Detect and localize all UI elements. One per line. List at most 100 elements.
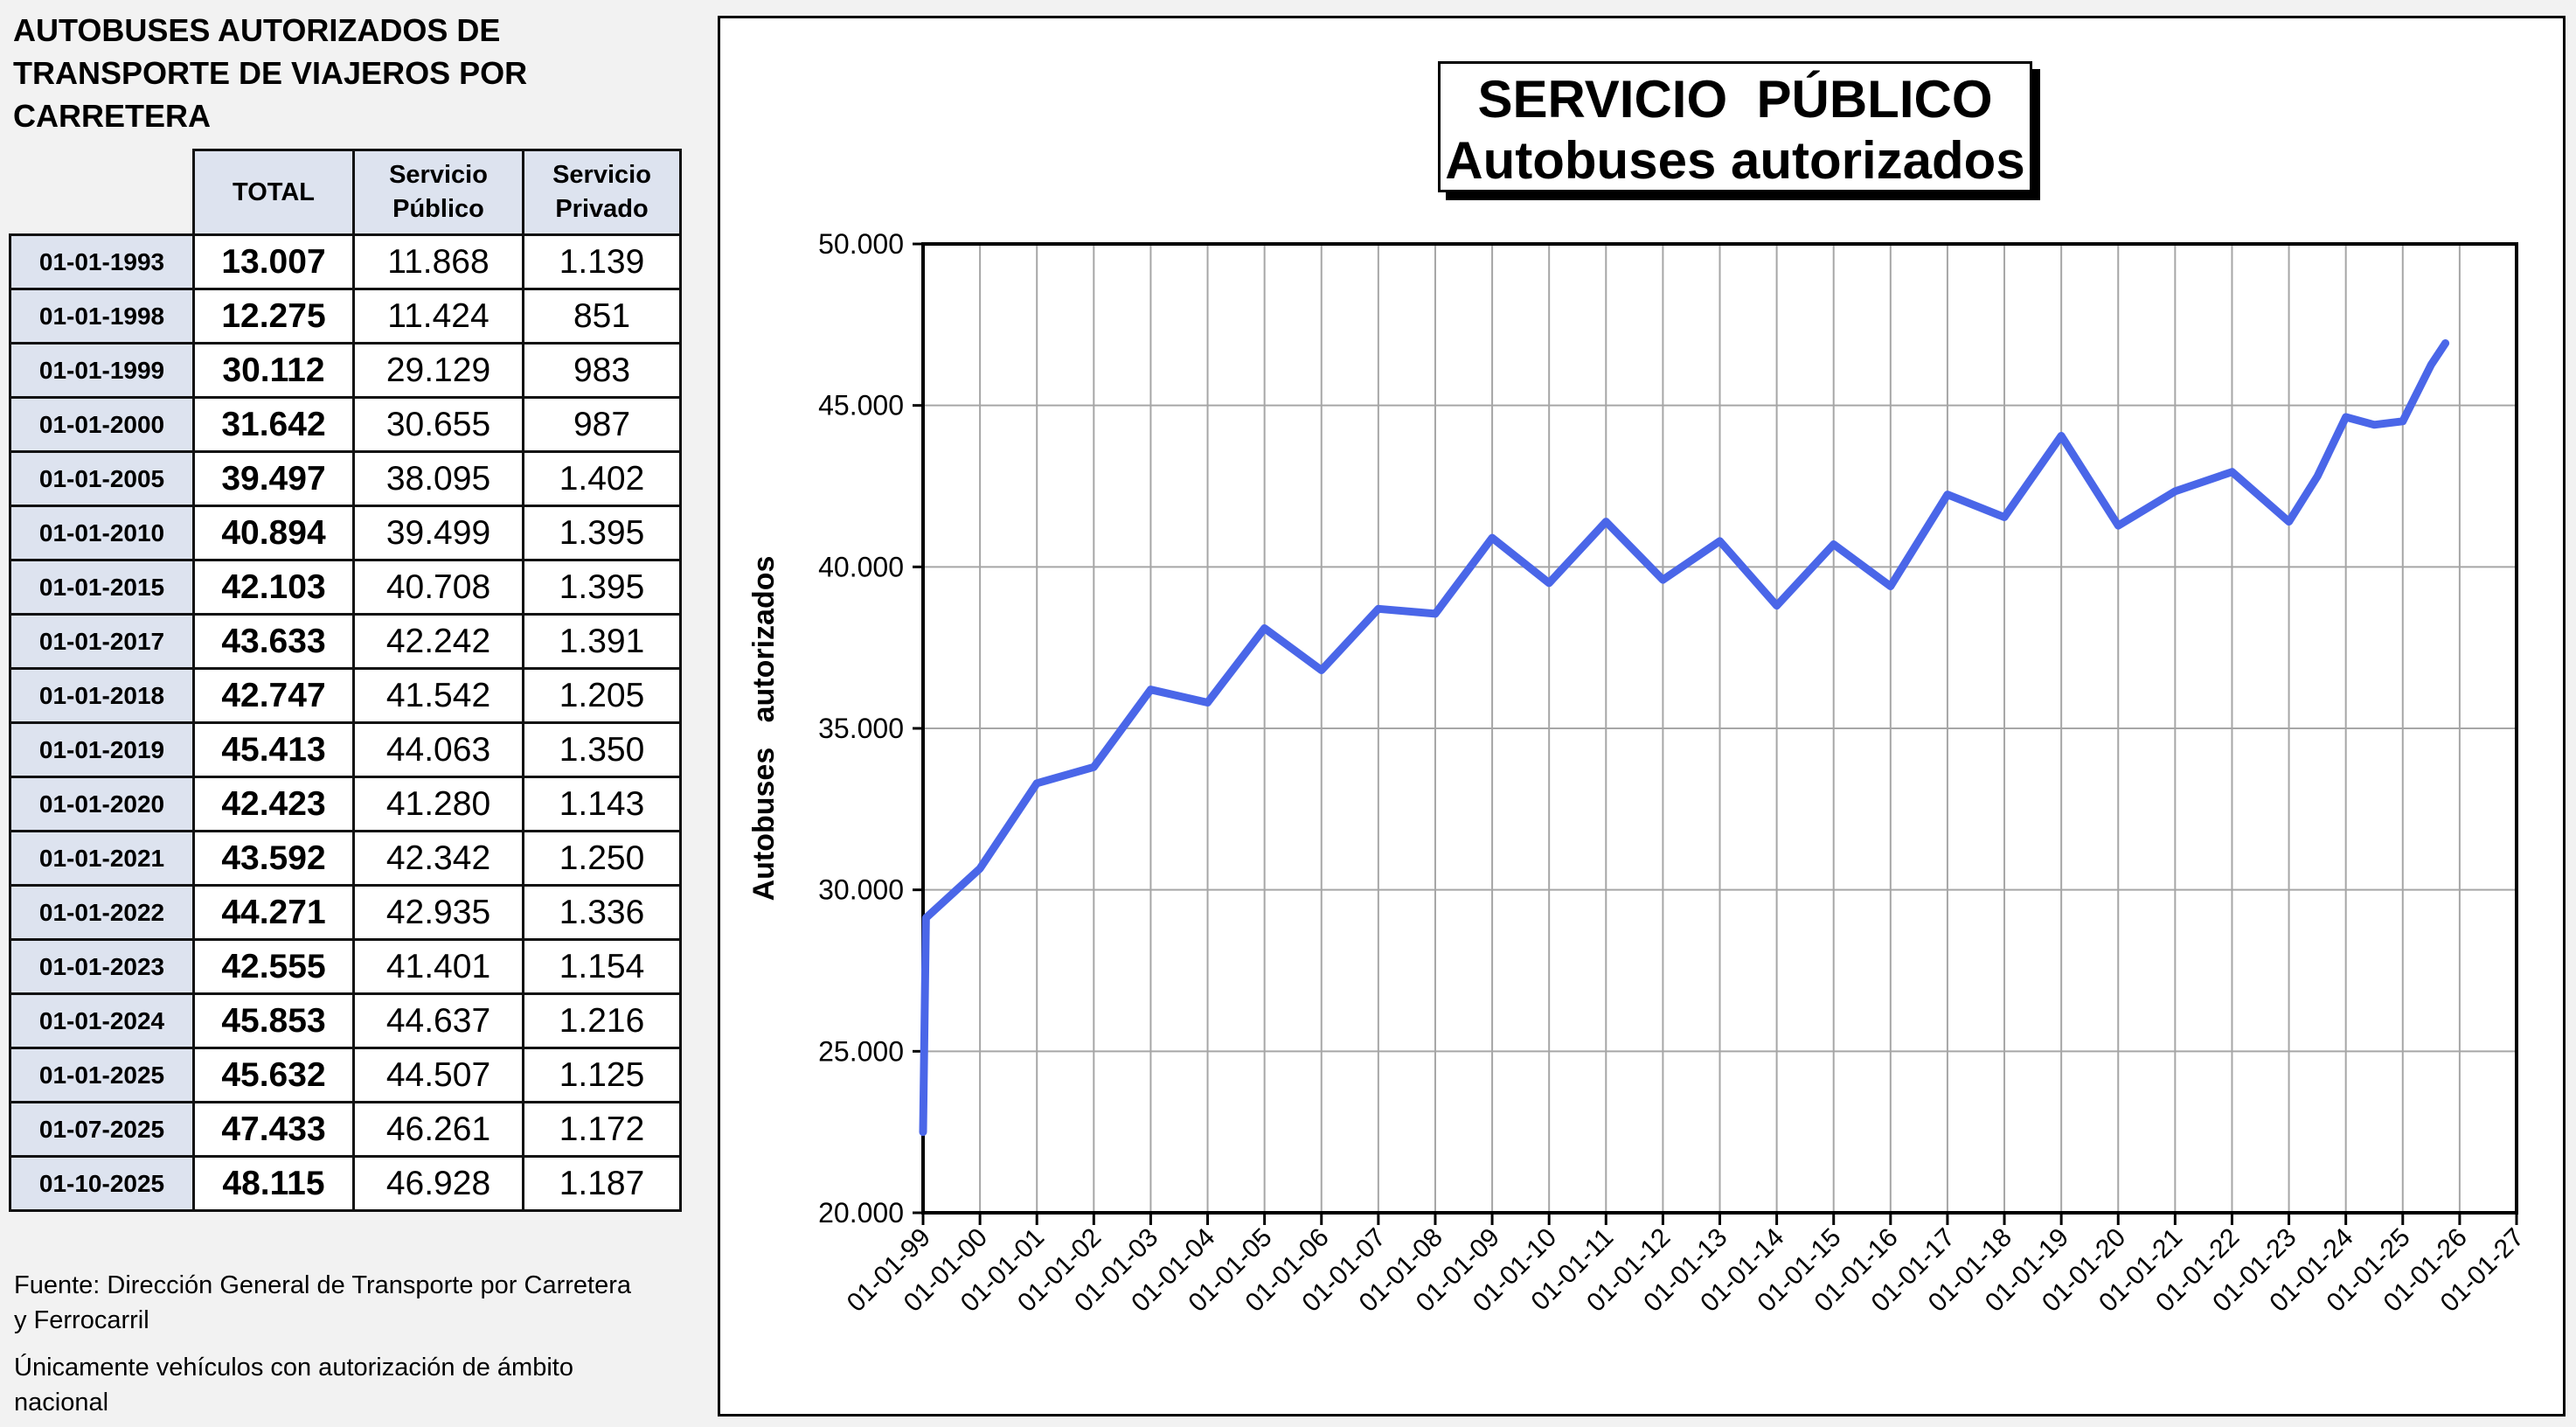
privado-cell: 1.402 — [522, 450, 682, 507]
total-cell: 43.592 — [192, 830, 355, 887]
y-tick-label: 50.000 — [818, 228, 904, 260]
total-cell: 43.633 — [192, 613, 355, 670]
privado-cell: 1.125 — [522, 1047, 682, 1103]
date-cell: 01-01-2019 — [9, 721, 195, 778]
publico-cell: 44.637 — [352, 992, 524, 1049]
date-cell: 01-01-2010 — [9, 505, 195, 561]
date-cell: 01-01-2024 — [9, 992, 195, 1049]
total-cell: 42.555 — [192, 938, 355, 995]
chart-title-line1: SERVICIO PÚBLICO — [1477, 70, 1993, 129]
publico-cell: 30.655 — [352, 396, 524, 453]
total-cell: 31.642 — [192, 396, 355, 453]
privado-cell: 1.139 — [522, 233, 682, 290]
table-row: 01-01-2022 44.271 42.935 1.336 — [9, 884, 682, 941]
total-cell: 45.632 — [192, 1047, 355, 1103]
privado-cell: 1.172 — [522, 1101, 682, 1158]
heading-line: TRANSPORTE DE VIAJEROS POR — [13, 55, 528, 91]
total-cell: 39.497 — [192, 450, 355, 507]
date-cell: 01-07-2025 — [9, 1101, 195, 1158]
publico-cell: 29.129 — [352, 342, 524, 399]
table-row: 01-01-1998 12.275 11.424 851 — [9, 288, 682, 345]
y-tick-label: 45.000 — [818, 390, 904, 421]
date-cell: 01-01-2000 — [9, 396, 195, 453]
publico-cell: 40.708 — [352, 559, 524, 616]
series-line — [919, 339, 2450, 1137]
total-cell: 42.747 — [192, 667, 355, 724]
privado-cell: 1.250 — [522, 830, 682, 887]
source-note: Fuente: Dirección General de Transporte … — [14, 1268, 696, 1338]
date-cell: 01-01-2021 — [9, 830, 195, 887]
header-total: TOTAL — [192, 149, 355, 236]
date-cell: 01-01-2022 — [9, 884, 195, 941]
total-cell: 12.275 — [192, 288, 355, 345]
privado-cell: 1.205 — [522, 667, 682, 724]
publico-cell: 41.280 — [352, 776, 524, 832]
total-cell: 48.115 — [192, 1155, 355, 1212]
table-row: 01-01-1999 30.112 29.129 983 — [9, 342, 682, 399]
chart-frame — [718, 16, 2566, 1417]
publico-cell: 46.928 — [352, 1155, 524, 1212]
date-cell: 01-10-2025 — [9, 1155, 195, 1212]
total-cell: 44.271 — [192, 884, 355, 941]
publico-cell: 41.542 — [352, 667, 524, 724]
table-row: 01-01-2015 42.103 40.708 1.395 — [9, 559, 682, 616]
privado-cell: 1.395 — [522, 505, 682, 561]
date-cell: 01-01-2005 — [9, 450, 195, 507]
header-total-label: TOTAL — [233, 178, 315, 206]
publico-cell: 44.063 — [352, 721, 524, 778]
date-cell: 01-01-2025 — [9, 1047, 195, 1103]
date-cell: 01-01-2023 — [9, 938, 195, 995]
table-heading: AUTOBUSES AUTORIZADOS DE TRANSPORTE DE V… — [13, 9, 686, 137]
table-row: 01-01-2021 43.592 42.342 1.250 — [9, 830, 682, 887]
heading-line: AUTOBUSES AUTORIZADOS DE — [13, 12, 501, 48]
total-cell: 40.894 — [192, 505, 355, 561]
privado-cell: 1.154 — [522, 938, 682, 995]
y-axis-label: Autobuses autorizados — [747, 556, 781, 901]
left-panel: AUTOBUSES AUTORIZADOS DE TRANSPORTE DE V… — [0, 0, 708, 1427]
source-note-line1: Fuente: Dirección General de Transporte … — [14, 1271, 632, 1299]
table-row: 01-01-1993 13.007 11.868 1.139 — [9, 233, 682, 290]
y-tick-label: 20.000 — [818, 1197, 904, 1229]
table-row: 01-10-2025 48.115 46.928 1.187 — [9, 1155, 682, 1212]
date-cell: 01-01-1998 — [9, 288, 195, 345]
date-cell: 01-01-2015 — [9, 559, 195, 616]
scope-note: Únicamente vehículos con autorización de… — [14, 1350, 696, 1420]
data-table: TOTAL Servicio Público Servicio Privado … — [9, 149, 682, 1212]
chart-title-box: SERVICIO PÚBLICO Autobuses autorizados — [1438, 61, 2032, 192]
total-cell: 45.853 — [192, 992, 355, 1049]
table-row: 01-01-2025 45.632 44.507 1.125 — [9, 1047, 682, 1103]
y-tick-label: 25.000 — [818, 1035, 904, 1067]
publico-cell: 11.424 — [352, 288, 524, 345]
y-tick-label: 35.000 — [818, 713, 904, 744]
date-cell: 01-01-2018 — [9, 667, 195, 724]
privado-cell: 1.391 — [522, 613, 682, 670]
privado-cell: 1.216 — [522, 992, 682, 1049]
publico-cell: 42.242 — [352, 613, 524, 670]
table-row: 01-01-2017 43.633 42.242 1.391 — [9, 613, 682, 670]
table-row: 01-01-2018 42.747 41.542 1.205 — [9, 667, 682, 724]
privado-cell: 1.395 — [522, 559, 682, 616]
publico-cell: 42.342 — [352, 830, 524, 887]
scope-note-line2: nacional — [14, 1389, 109, 1417]
header-publico-line2: Público — [392, 195, 484, 223]
publico-cell: 11.868 — [352, 233, 524, 290]
privado-cell: 983 — [522, 342, 682, 399]
table-row: 01-01-2000 31.642 30.655 987 — [9, 396, 682, 453]
privado-cell: 1.143 — [522, 776, 682, 832]
total-cell: 13.007 — [192, 233, 355, 290]
privado-cell: 1.187 — [522, 1155, 682, 1212]
publico-cell: 44.507 — [352, 1047, 524, 1103]
total-cell: 47.433 — [192, 1101, 355, 1158]
publico-cell: 39.499 — [352, 505, 524, 561]
table-body: 01-01-1993 13.007 11.868 1.139 01-01-1998 12.… — [9, 233, 682, 1212]
y-tick-label: 30.000 — [818, 874, 904, 906]
date-cell: 01-01-2017 — [9, 613, 195, 670]
total-cell: 42.103 — [192, 559, 355, 616]
scope-note-line1: Únicamente vehículos con autorización de… — [14, 1354, 573, 1382]
total-cell: 42.423 — [192, 776, 355, 832]
source-note-line2: y Ferrocarril — [14, 1306, 149, 1334]
table-row: 01-01-2023 42.555 41.401 1.154 — [9, 938, 682, 995]
date-cell: 01-01-1999 — [9, 342, 195, 399]
header-servicio-privado: Servicio Privado — [522, 149, 682, 236]
